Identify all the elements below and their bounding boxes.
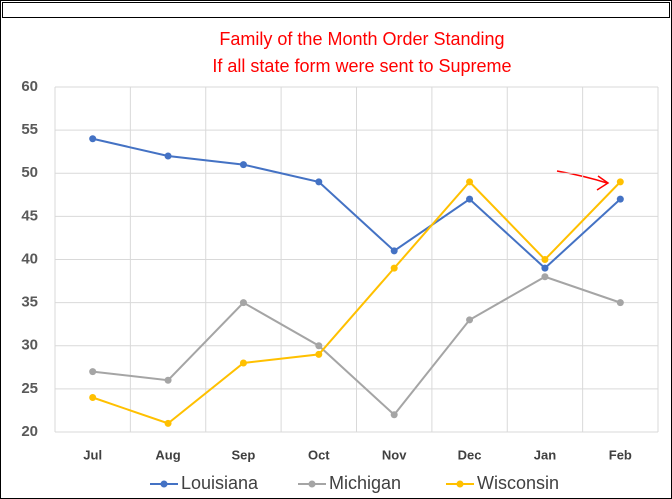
data-point [239,359,247,367]
data-point [315,350,323,358]
data-point [390,264,398,272]
data-point [541,264,549,272]
x-tick-label: Sep [232,447,256,462]
legend-label: Michigan [329,473,401,493]
data-point [239,299,247,307]
data-point [164,152,172,160]
x-tick-label: Nov [382,447,407,462]
grid [54,86,659,433]
data-point [616,195,624,203]
data-point [466,195,474,203]
x-tick-label: Aug [155,447,180,462]
legend-label: Wisconsin [477,473,559,493]
series-line [92,275,621,417]
data-point [390,247,398,255]
top-strip [2,2,670,18]
legend-label: Louisiana [181,473,259,493]
chart-title: Family of the Month Order Standing [219,29,504,49]
y-tick-label: 20 [21,423,38,440]
data-point [89,368,97,376]
data-point [315,342,323,350]
data-point [89,135,97,143]
y-tick-label: 25 [21,380,38,397]
data-point [89,394,97,401]
y-tick-label: 60 [21,78,38,95]
annotation-arrowhead [596,175,610,191]
data-point [315,178,323,186]
legend-marker [160,480,168,488]
data-point [164,376,172,384]
y-tick-label: 40 [21,250,38,267]
x-tick-label: Dec [458,447,482,462]
data-point [541,256,549,263]
plot [89,135,624,427]
data-point [466,178,474,186]
series-line [92,180,622,425]
data-point [541,273,549,281]
x-tick-label: Oct [308,447,330,462]
y-tick-label: 45 [21,207,38,224]
x-tick-label: Jan [534,447,556,462]
y-tick-label: 30 [21,337,38,354]
y-tick-label: 35 [21,294,38,311]
data-point [390,411,398,419]
y-tick-label: 55 [21,121,38,138]
series-line [92,137,621,270]
legend-marker [456,480,464,488]
x-tick-label: Jul [83,447,102,462]
x-tick-label: Feb [609,447,632,462]
data-point [466,316,474,324]
data-point [239,161,247,169]
y-tick-label: 50 [21,164,38,181]
legend-marker [308,480,316,488]
chart-subtitle: If all state form were sent to Supreme [212,56,511,76]
data-point [616,299,624,307]
data-point [616,178,624,186]
data-point [164,419,172,427]
annotation-arrow [556,170,608,184]
